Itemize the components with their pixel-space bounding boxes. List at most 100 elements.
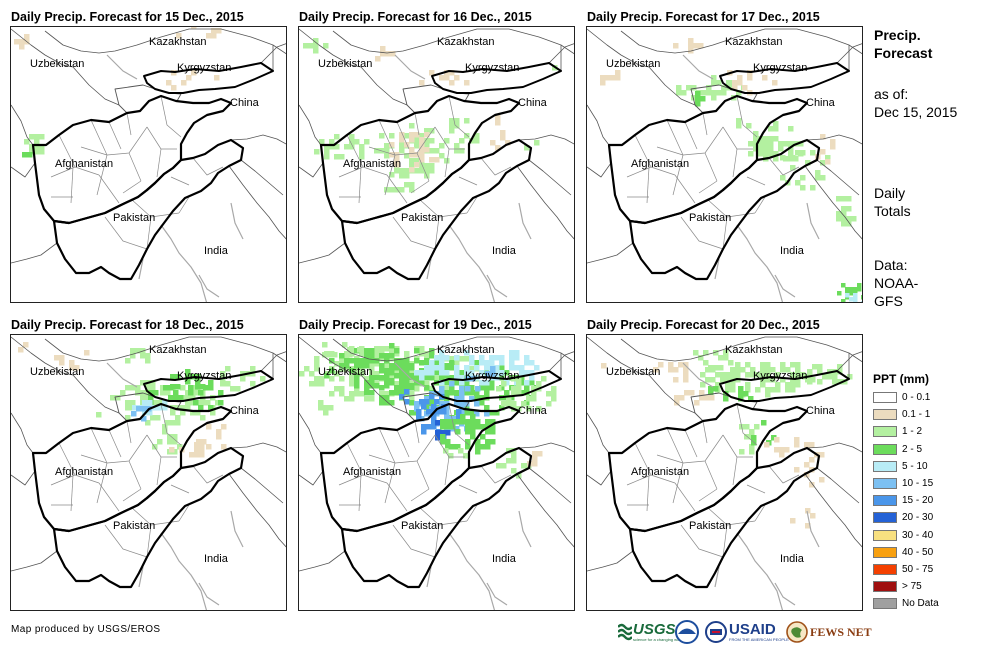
legend-label: 20 - 30 — [902, 512, 934, 524]
country-border — [648, 66, 696, 106]
precip-cell — [110, 395, 116, 401]
precip-cell — [319, 139, 325, 145]
precip-cell — [754, 424, 760, 430]
precip-cell — [59, 360, 65, 366]
province-line — [170, 484, 190, 494]
precip-cell — [389, 380, 395, 386]
precip-cell — [431, 414, 437, 420]
province-line — [704, 152, 718, 182]
precip-cell — [822, 374, 828, 380]
province-line — [672, 154, 684, 196]
precip-cell — [440, 434, 446, 440]
province-line — [626, 166, 652, 178]
panel-title-d16: Daily Precip. Forecast for 16 Dec., 2015 — [299, 10, 532, 24]
precip-cell — [429, 365, 435, 371]
legend-label: 40 - 50 — [902, 546, 934, 558]
precip-cell — [165, 390, 171, 396]
river-line — [774, 582, 796, 606]
precip-cell — [328, 405, 334, 411]
precip-cell — [496, 463, 502, 469]
precip-cell — [851, 216, 857, 222]
map-label-kazakhstan: Kazakhstan — [149, 344, 207, 356]
precip-cell — [499, 370, 505, 376]
precip-cell — [313, 43, 319, 49]
precip-cell — [699, 390, 705, 396]
precip-cell — [474, 390, 480, 396]
precip-cell — [504, 380, 510, 386]
pakistan-outline — [52, 446, 245, 589]
precip-cell — [163, 385, 169, 391]
precip-cell — [459, 411, 465, 417]
precip-cell — [794, 442, 800, 448]
precip-cell — [470, 414, 476, 420]
precip-cell — [162, 400, 168, 406]
precip-cell — [464, 370, 470, 376]
legend-item: No Data — [873, 597, 939, 610]
precip-cell — [499, 360, 505, 366]
precip-cell — [439, 386, 445, 392]
precip-cell — [399, 394, 405, 400]
precip-cell — [456, 414, 462, 420]
map-label-afghanistan: Afghanistan — [631, 158, 690, 170]
precip-cell — [725, 377, 731, 383]
precip-cell — [490, 140, 496, 146]
data-source-line2: GFS — [874, 293, 903, 309]
precip-cell — [344, 144, 350, 150]
precip-cell — [861, 301, 862, 302]
precip-cell — [216, 28, 222, 34]
precip-cell — [215, 400, 221, 406]
precip-cell — [404, 182, 410, 188]
province-line — [746, 176, 766, 186]
province-line — [392, 216, 436, 250]
precip-cell — [369, 371, 375, 377]
river-line — [774, 274, 796, 298]
precip-cell — [716, 90, 722, 96]
precip-cell — [516, 406, 522, 412]
precip-cell — [700, 372, 706, 378]
precip-cell — [145, 420, 151, 426]
province-line — [70, 474, 74, 512]
precip-cell — [369, 366, 375, 372]
precip-cell — [751, 435, 757, 441]
precip-cell — [845, 293, 850, 298]
precip-cell — [475, 439, 481, 445]
precip-cell — [469, 355, 475, 361]
precip-cell — [436, 409, 442, 415]
precip-cell — [445, 444, 451, 450]
precip-cell — [489, 355, 495, 361]
precip-cell — [485, 419, 491, 425]
country-border — [518, 442, 574, 453]
precip-cell — [454, 375, 460, 381]
province-line — [346, 442, 388, 484]
precip-cell — [529, 375, 535, 381]
precip-cell — [29, 134, 35, 140]
precip-cell — [691, 85, 697, 91]
river-line — [426, 258, 432, 280]
precip-cell — [537, 451, 543, 457]
precip-cell — [175, 374, 181, 380]
precip-cell — [765, 377, 771, 383]
legend-item: 2 - 5 — [873, 443, 922, 456]
precip-cell — [394, 381, 400, 387]
precip-cell — [536, 381, 542, 387]
precip-cell — [516, 386, 522, 392]
precip-cell — [19, 44, 25, 50]
precip-cell — [145, 353, 151, 359]
precip-cell — [404, 389, 410, 395]
precip-cell — [790, 372, 796, 378]
precip-cell — [414, 162, 420, 168]
precip-cell — [546, 391, 552, 397]
precip-cell — [191, 27, 197, 29]
precip-cell — [464, 405, 470, 411]
precip-cell — [140, 353, 146, 359]
precip-cell — [364, 358, 370, 364]
precip-cell — [817, 379, 823, 385]
river-line — [230, 510, 244, 548]
precip-cell — [744, 434, 750, 440]
precip-cell — [195, 384, 201, 390]
precip-cell — [846, 221, 852, 227]
precip-cell — [424, 147, 430, 153]
precip-cell — [389, 370, 395, 376]
precip-cell — [454, 370, 460, 376]
precip-cell — [309, 381, 315, 387]
